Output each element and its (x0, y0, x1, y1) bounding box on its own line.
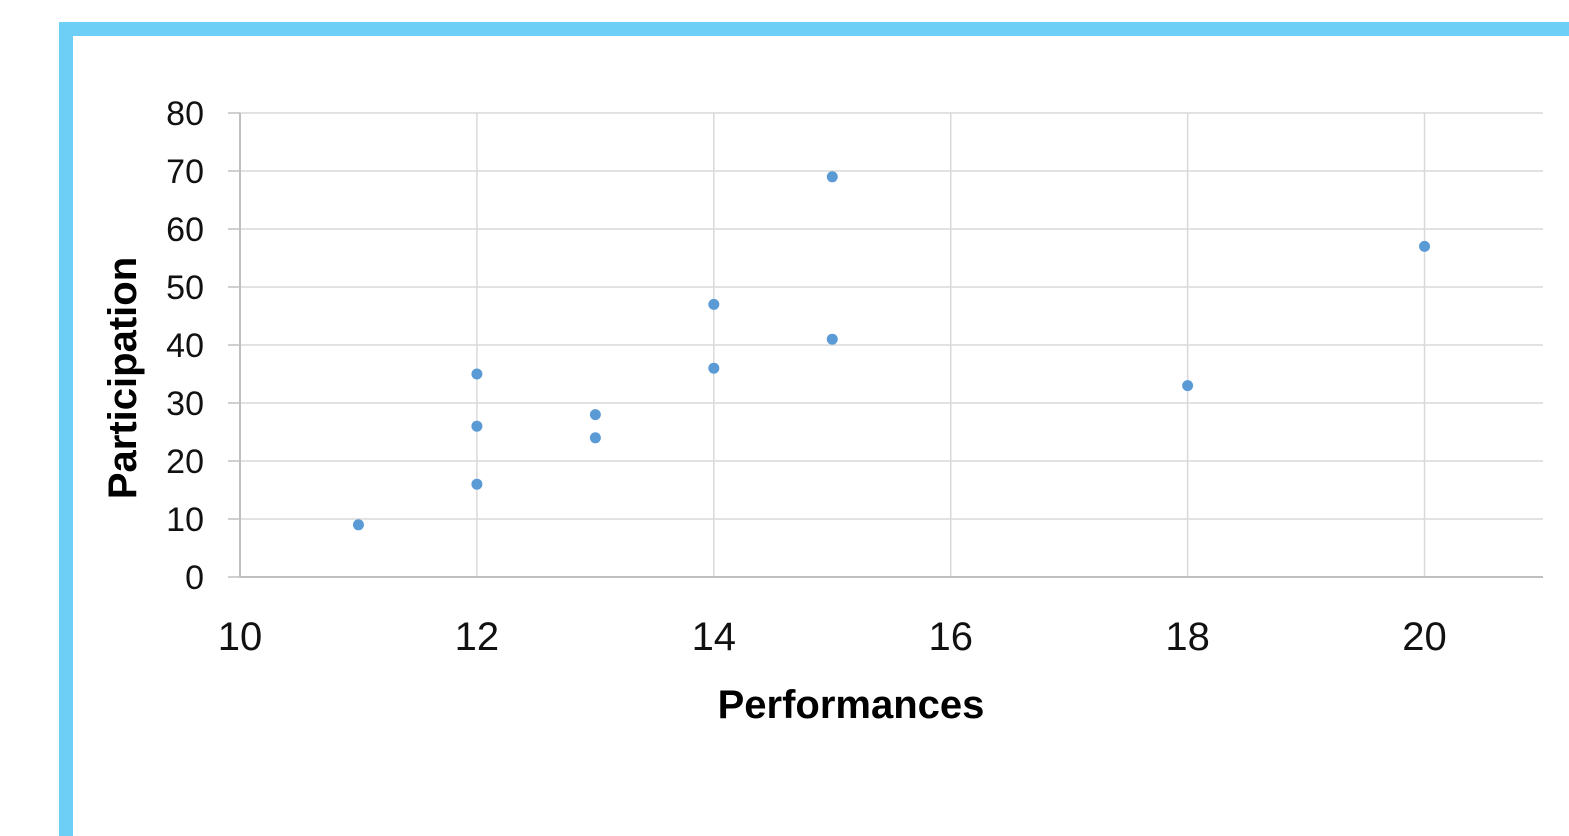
data-point (471, 368, 483, 380)
data-points (352, 171, 1431, 531)
x-tick-label: 18 (1165, 615, 1210, 659)
y-tick-label: 10 (166, 501, 204, 539)
y-axis-title: Participation (101, 257, 145, 499)
tick-labels: 0 10 20 30 40 50 60 70 80 10 12 14 16 18 20 (166, 95, 1447, 659)
y-tick-label: 20 (166, 443, 204, 481)
grid (240, 112, 1543, 577)
data-point (1182, 380, 1194, 392)
y-tick-label: 0 (185, 559, 204, 597)
x-tick-label: 16 (928, 615, 973, 659)
data-point (826, 171, 838, 183)
axes (228, 112, 1543, 578)
y-tick-label: 50 (166, 269, 204, 307)
data-point (589, 409, 601, 421)
y-tick-label: 40 (166, 327, 204, 365)
data-point (708, 298, 720, 310)
y-tick-label: 80 (166, 95, 204, 133)
data-point (708, 362, 720, 374)
x-axis-title: Performances (718, 683, 985, 727)
y-tick-label: 30 (166, 385, 204, 423)
data-point (826, 333, 838, 345)
data-point (352, 519, 364, 531)
data-point (1419, 240, 1431, 252)
x-tick-label: 12 (455, 615, 500, 659)
data-point (471, 420, 483, 432)
frame-border-top (59, 22, 1569, 36)
frame-border-left (59, 22, 73, 836)
y-tick-label: 60 (166, 211, 204, 249)
data-point (471, 478, 483, 490)
y-tick-label: 70 (166, 153, 204, 191)
x-tick-label: 10 (218, 615, 263, 659)
data-point (589, 432, 601, 444)
x-tick-label: 20 (1402, 615, 1447, 659)
x-tick-label: 14 (692, 615, 737, 659)
